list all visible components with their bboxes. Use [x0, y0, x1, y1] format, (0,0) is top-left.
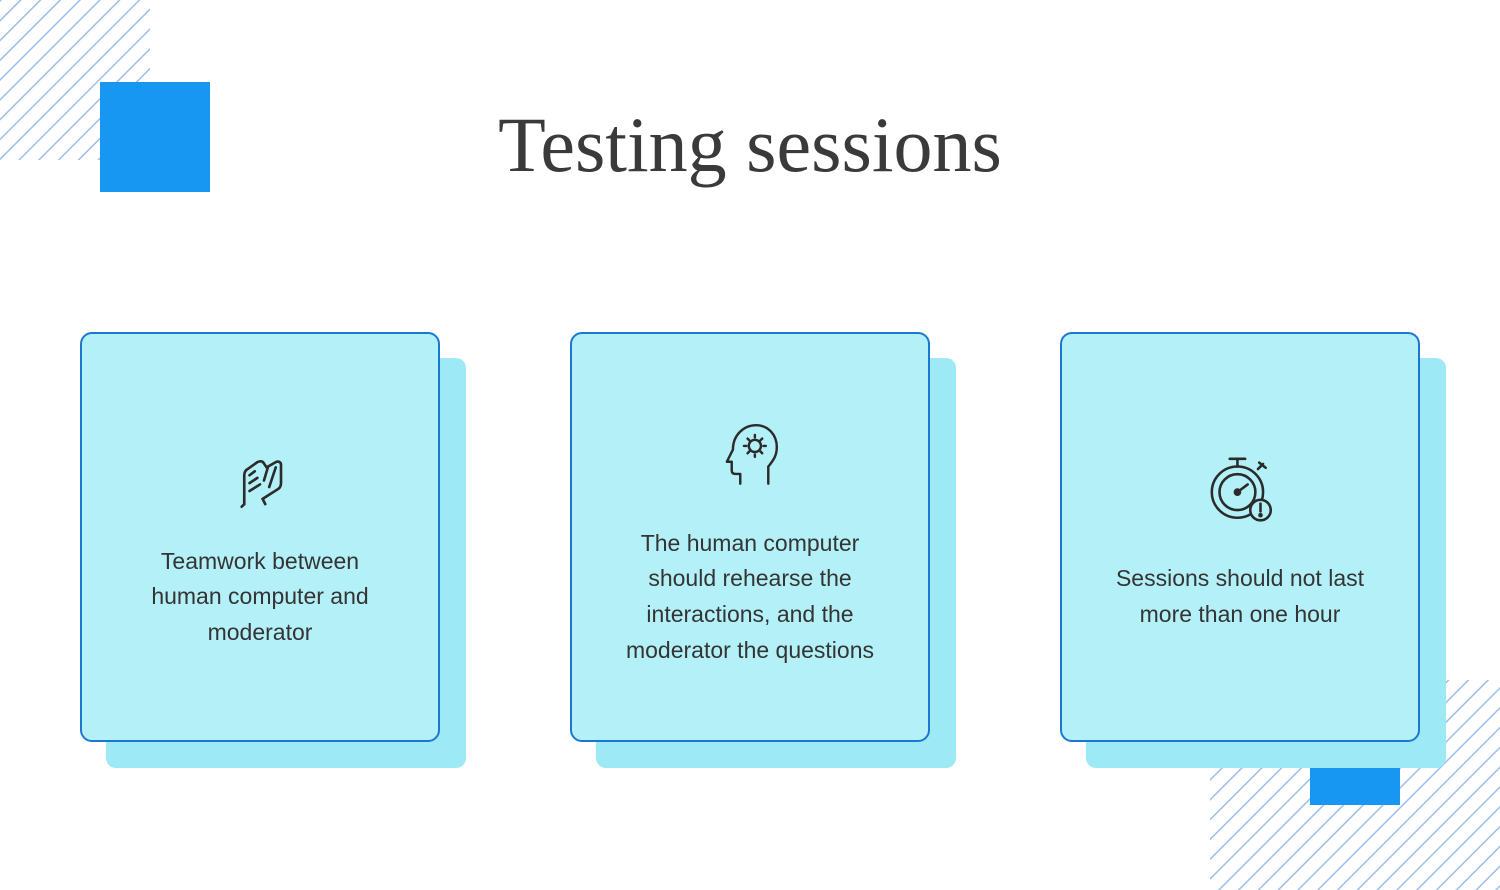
card-text: Teamwork between human computer and mode… [126, 544, 394, 651]
card-teamwork: Teamwork between human computer and mode… [80, 332, 440, 742]
card-text: The human computer should rehearse the i… [616, 526, 884, 669]
card: Teamwork between human computer and mode… [80, 332, 440, 742]
head-gear-icon [711, 406, 789, 498]
card: Sessions should not last more than one h… [1060, 332, 1420, 742]
accent-bar-bottom-right [1310, 765, 1400, 805]
card: The human computer should rehearse the i… [570, 332, 930, 742]
card-rehearse: The human computer should rehearse the i… [570, 332, 930, 742]
cards-row: Teamwork between human computer and mode… [0, 332, 1500, 742]
card-duration: Sessions should not last more than one h… [1060, 332, 1420, 742]
stopwatch-icon [1199, 441, 1281, 533]
card-text: Sessions should not last more than one h… [1106, 561, 1374, 632]
page-title: Testing sessions [0, 100, 1500, 190]
handshake-icon [218, 424, 302, 516]
